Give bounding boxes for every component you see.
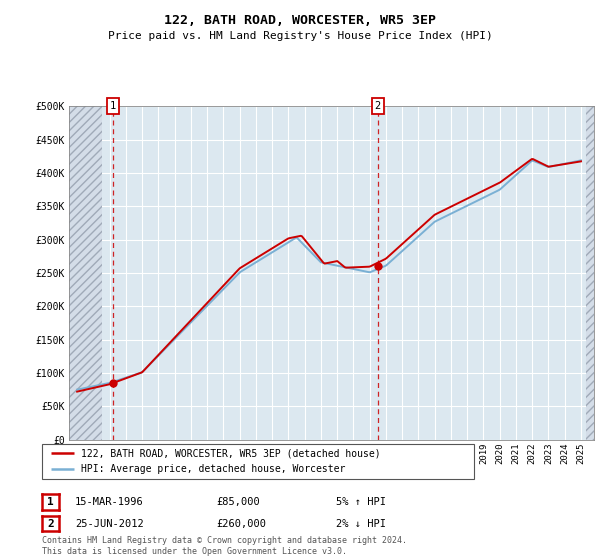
Text: 5% ↑ HPI: 5% ↑ HPI [336, 497, 386, 507]
FancyBboxPatch shape [42, 444, 474, 479]
Bar [586, 106, 594, 440]
Bar [69, 106, 101, 440]
Text: Price paid vs. HM Land Registry's House Price Index (HPI): Price paid vs. HM Land Registry's House … [107, 31, 493, 41]
Text: 2: 2 [374, 101, 381, 111]
Text: 1: 1 [110, 101, 116, 111]
Text: 2% ↓ HPI: 2% ↓ HPI [336, 519, 386, 529]
Text: Contains HM Land Registry data © Crown copyright and database right 2024.
This d: Contains HM Land Registry data © Crown c… [42, 536, 407, 556]
Text: £85,000: £85,000 [216, 497, 260, 507]
Text: HPI: Average price, detached house, Worcester: HPI: Average price, detached house, Worc… [81, 464, 345, 474]
Text: 2: 2 [47, 519, 54, 529]
Text: 122, BATH ROAD, WORCESTER, WR5 3EP (detached house): 122, BATH ROAD, WORCESTER, WR5 3EP (deta… [81, 449, 380, 459]
Text: 1: 1 [47, 497, 54, 507]
Text: 15-MAR-1996: 15-MAR-1996 [75, 497, 144, 507]
Text: 25-JUN-2012: 25-JUN-2012 [75, 519, 144, 529]
Text: £260,000: £260,000 [216, 519, 266, 529]
Text: 122, BATH ROAD, WORCESTER, WR5 3EP: 122, BATH ROAD, WORCESTER, WR5 3EP [164, 14, 436, 27]
